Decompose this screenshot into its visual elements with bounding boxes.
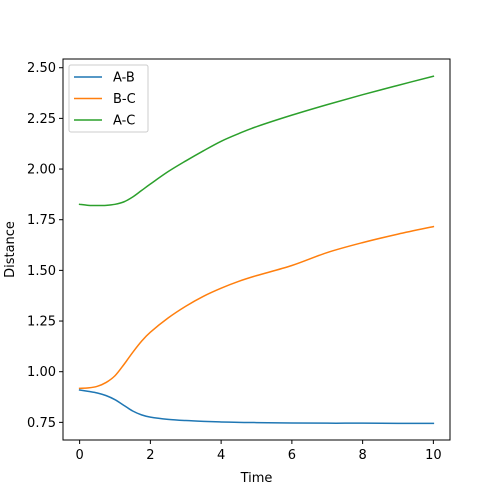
y-tick-label: 2.25 [27, 112, 56, 127]
legend: A-B B-C A-C [68, 64, 149, 133]
x-tick-label: 2 [146, 448, 154, 463]
series-line-a-c [78, 75, 435, 207]
series-line-a-b [78, 389, 435, 425]
y-tick-label: 1.00 [27, 365, 56, 380]
legend-label-a-b: A-B [113, 71, 135, 86]
x-tick-label: 6 [288, 448, 296, 463]
legend-label-a-c: A-C [113, 114, 135, 129]
y-tick-label: 2.00 [27, 163, 56, 178]
y-tick-label: 0.75 [27, 416, 56, 431]
y-axis: 0.75 1.00 1.25 1.50 1.75 2.00 2.25 2.50 [27, 61, 63, 431]
legend-box [68, 64, 149, 133]
legend-label-b-c: B-C [113, 92, 136, 107]
x-axis-label: Time [240, 471, 273, 486]
plot-frame [62, 58, 451, 441]
y-tick-label: 1.75 [27, 213, 56, 228]
y-axis-label: Distance [3, 221, 18, 278]
x-tick-label: 10 [425, 448, 442, 463]
series-line-b-c [78, 225, 435, 390]
x-tick-label: 4 [217, 448, 225, 463]
y-tick-label: 1.25 [27, 315, 56, 330]
series-layer [78, 75, 435, 425]
x-tick-label: 0 [75, 448, 83, 463]
y-tick-label: 2.50 [27, 61, 56, 76]
x-axis: 0 2 4 6 8 10 [75, 440, 442, 463]
x-tick-label: 8 [358, 448, 366, 463]
y-tick-label: 1.50 [27, 264, 56, 279]
